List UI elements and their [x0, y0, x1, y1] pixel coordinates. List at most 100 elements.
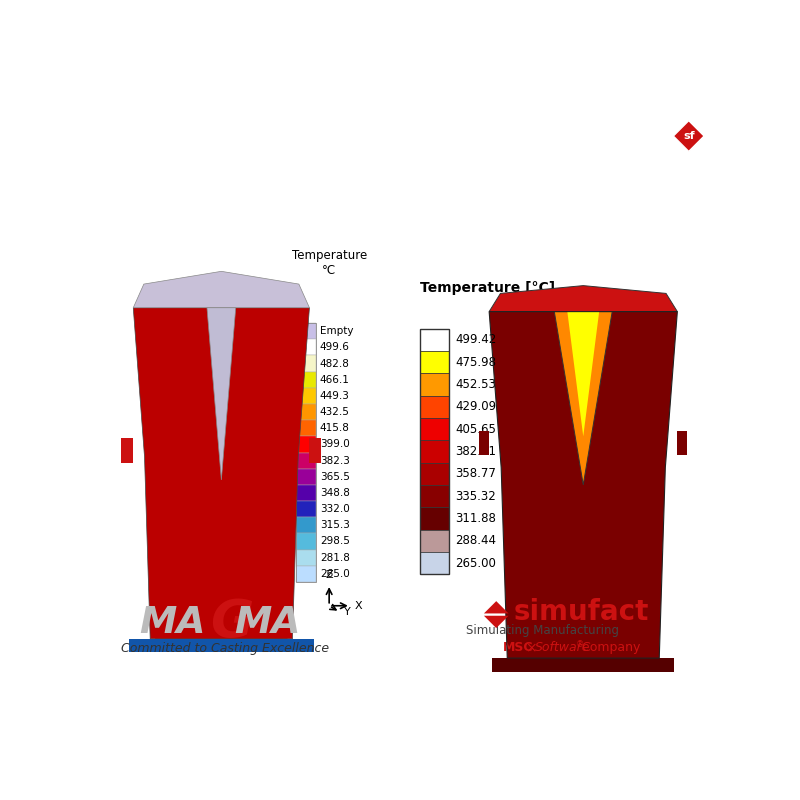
- Text: 315.3: 315.3: [320, 520, 350, 530]
- Polygon shape: [479, 431, 489, 455]
- Text: 382.3: 382.3: [320, 455, 350, 466]
- Text: 466.1: 466.1: [320, 374, 350, 385]
- Text: 265.00: 265.00: [455, 557, 496, 570]
- Bar: [296, 436, 316, 453]
- Polygon shape: [554, 311, 612, 485]
- Text: Simulating Manufacturing: Simulating Manufacturing: [466, 624, 619, 637]
- Polygon shape: [129, 639, 314, 652]
- Bar: [296, 550, 316, 566]
- Text: 348.8: 348.8: [320, 488, 350, 498]
- Bar: [420, 329, 450, 574]
- Polygon shape: [484, 601, 509, 614]
- Bar: [296, 355, 316, 372]
- Bar: [296, 420, 316, 436]
- Text: 429.09: 429.09: [455, 400, 497, 413]
- Text: Committed to Casting Excellence: Committed to Casting Excellence: [121, 642, 330, 654]
- Bar: [420, 418, 450, 440]
- Text: 432.5: 432.5: [320, 407, 350, 417]
- Bar: [296, 404, 316, 420]
- Polygon shape: [177, 308, 266, 639]
- Polygon shape: [550, 311, 617, 658]
- Polygon shape: [202, 308, 241, 639]
- Text: sf: sf: [683, 131, 694, 141]
- Text: 265.0: 265.0: [320, 569, 350, 578]
- Text: MA: MA: [139, 606, 206, 642]
- Polygon shape: [134, 308, 310, 639]
- Text: 335.32: 335.32: [455, 490, 496, 502]
- Polygon shape: [484, 616, 509, 628]
- Polygon shape: [134, 271, 310, 308]
- Text: 499.6: 499.6: [320, 342, 350, 353]
- Bar: [420, 440, 450, 462]
- Polygon shape: [497, 311, 670, 658]
- Text: Company: Company: [581, 641, 640, 654]
- Polygon shape: [182, 308, 260, 639]
- Bar: [296, 388, 316, 404]
- Polygon shape: [678, 431, 687, 455]
- Bar: [420, 552, 450, 574]
- Text: X: X: [354, 601, 362, 610]
- Polygon shape: [164, 308, 278, 639]
- Text: Temperature [°C]: Temperature [°C]: [420, 281, 555, 294]
- Bar: [420, 462, 450, 485]
- Polygon shape: [565, 311, 602, 658]
- Text: 281.8: 281.8: [320, 553, 350, 562]
- Bar: [420, 395, 450, 418]
- Text: G: G: [210, 598, 253, 650]
- Polygon shape: [122, 438, 134, 462]
- Text: 382.21: 382.21: [455, 445, 497, 458]
- Text: 332.0: 332.0: [320, 504, 350, 514]
- Polygon shape: [542, 311, 625, 658]
- Text: 365.5: 365.5: [320, 472, 350, 482]
- Polygon shape: [567, 311, 599, 436]
- Text: ®: ®: [576, 641, 585, 650]
- Bar: [296, 501, 316, 517]
- Polygon shape: [512, 311, 654, 658]
- Polygon shape: [674, 121, 704, 151]
- Bar: [296, 453, 316, 469]
- Text: ⨯: ⨯: [526, 640, 537, 654]
- Bar: [296, 517, 316, 534]
- Polygon shape: [195, 308, 248, 639]
- Polygon shape: [489, 311, 678, 658]
- Text: Software: Software: [534, 641, 590, 654]
- Text: simufact: simufact: [513, 598, 649, 626]
- Polygon shape: [158, 308, 285, 639]
- Polygon shape: [170, 308, 273, 639]
- Text: 482.8: 482.8: [320, 358, 350, 369]
- Bar: [420, 485, 450, 507]
- Polygon shape: [534, 311, 632, 658]
- Text: Z: Z: [326, 570, 333, 580]
- Text: 358.77: 358.77: [455, 467, 496, 480]
- Text: MSC: MSC: [502, 641, 533, 654]
- Text: Temperature
°C: Temperature °C: [291, 249, 366, 277]
- Text: 499.42: 499.42: [455, 334, 497, 346]
- Polygon shape: [146, 308, 297, 639]
- Polygon shape: [519, 311, 647, 658]
- Text: 399.0: 399.0: [320, 439, 350, 450]
- Text: 449.3: 449.3: [320, 391, 350, 401]
- Bar: [420, 329, 450, 351]
- Text: 452.53: 452.53: [455, 378, 496, 391]
- Polygon shape: [310, 438, 322, 462]
- Polygon shape: [152, 308, 291, 639]
- Bar: [296, 323, 316, 582]
- Bar: [296, 485, 316, 501]
- Bar: [420, 507, 450, 530]
- Bar: [296, 469, 316, 485]
- Bar: [296, 566, 316, 582]
- Text: 405.65: 405.65: [455, 422, 496, 435]
- Bar: [420, 373, 450, 395]
- Polygon shape: [189, 308, 254, 639]
- Text: Empty: Empty: [320, 326, 354, 336]
- Bar: [296, 372, 316, 388]
- Polygon shape: [492, 658, 674, 672]
- Text: 311.88: 311.88: [455, 512, 496, 525]
- Bar: [420, 351, 450, 373]
- Polygon shape: [526, 311, 640, 658]
- Text: Y: Y: [344, 607, 350, 618]
- Bar: [420, 530, 450, 552]
- Polygon shape: [489, 286, 678, 311]
- Polygon shape: [139, 308, 303, 639]
- Text: 415.8: 415.8: [320, 423, 350, 434]
